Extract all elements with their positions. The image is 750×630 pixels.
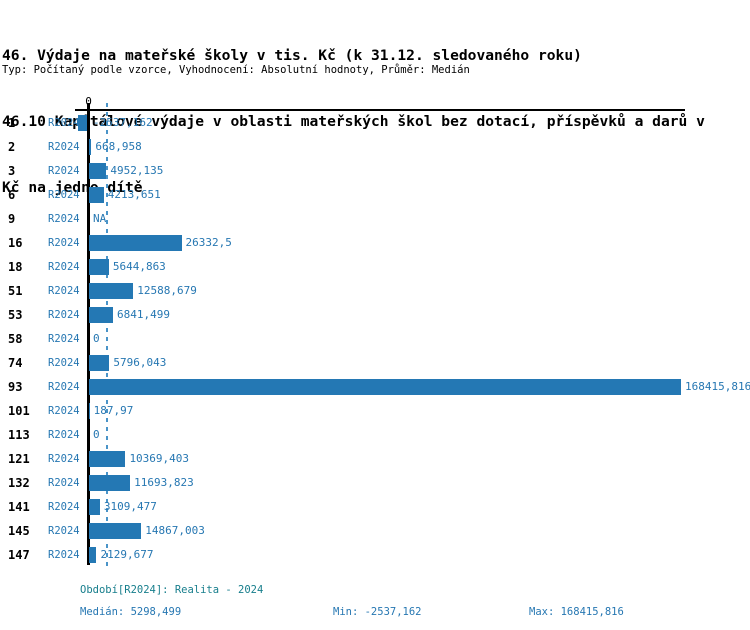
row-period-label: R2024 <box>48 405 80 417</box>
median-reference-line <box>105 103 108 571</box>
row-period-label: R2024 <box>48 189 80 201</box>
row-period-label: R2024 <box>48 213 80 225</box>
value-bar <box>89 403 90 419</box>
row-category-label: 6 <box>8 188 16 202</box>
row-period-label: R2024 <box>48 237 80 249</box>
row-category-label: 101 <box>8 404 30 418</box>
row-category-label: 3 <box>8 164 16 178</box>
value-label: 4952,135 <box>110 164 164 177</box>
row-period-label: R2024 <box>48 501 80 513</box>
value-label: 3109,477 <box>103 500 157 513</box>
row-period-label: R2024 <box>48 141 80 153</box>
row-category-label: 51 <box>8 284 23 298</box>
page-title-line-1: 46. Výdaje na mateřské školy v tis. Kč (… <box>2 47 582 64</box>
value-label: 12588,679 <box>137 284 197 297</box>
value-bar <box>89 547 97 563</box>
row-period-label: R2024 <box>48 381 80 393</box>
row-category-label: 132 <box>8 476 30 490</box>
row-category-label: 141 <box>8 500 30 514</box>
value-label: 10369,403 <box>129 452 190 465</box>
row-period-label: R2024 <box>48 165 80 177</box>
row-category-label: 93 <box>8 380 23 394</box>
row-period-label: R2024 <box>48 333 80 345</box>
footer-min: Min: -2537,162 <box>333 606 422 618</box>
row-category-label: 18 <box>8 260 23 274</box>
value-label: NA <box>93 212 107 225</box>
row-period-label: R2024 <box>48 453 80 465</box>
value-bar <box>89 139 92 155</box>
zero-axis-line <box>86 103 90 565</box>
row-period-label: R2024 <box>48 525 80 537</box>
value-bar <box>89 451 126 467</box>
value-label: 2129,677 <box>100 548 154 561</box>
value-bar <box>89 283 134 299</box>
value-bar <box>78 115 87 131</box>
value-bar <box>89 523 142 539</box>
value-label: 187,97 <box>93 404 134 417</box>
value-label: 668,958 <box>95 140 142 153</box>
axis-zero-tick-label: 0 <box>85 95 92 108</box>
value-bar <box>89 235 182 251</box>
row-category-label: 74 <box>8 356 23 370</box>
value-label: 6841,499 <box>117 308 171 321</box>
value-label: 168415,816 <box>685 380 750 393</box>
value-bar <box>89 475 131 491</box>
value-bar <box>89 163 107 179</box>
value-label: 26332,5 <box>185 236 232 249</box>
value-label: 4213,651 <box>107 188 161 201</box>
row-period-label: R2024 <box>48 549 80 561</box>
value-label: 5796,043 <box>113 356 167 369</box>
value-bar <box>89 187 104 203</box>
value-label: 14867,003 <box>145 524 205 537</box>
row-period-label: R2024 <box>48 429 80 441</box>
row-category-label: 121 <box>8 452 30 466</box>
row-category-label: 16 <box>8 236 23 250</box>
value-bar <box>89 499 100 515</box>
value-label: 0 <box>93 332 100 345</box>
row-category-label: 2 <box>8 140 16 154</box>
page-title: 46. Výdaje na mateřské školy v tis. Kč (… <box>2 1 705 243</box>
value-bar <box>89 355 110 371</box>
row-category-label: 1 <box>8 116 16 130</box>
row-category-label: 147 <box>8 548 30 562</box>
row-period-label: R2024 <box>48 261 80 273</box>
row-period-label: R2024 <box>48 285 80 297</box>
footer-median: Medián: 5298,499 <box>80 606 182 618</box>
row-category-label: 53 <box>8 308 23 322</box>
row-category-label: 9 <box>8 212 16 226</box>
row-category-label: 145 <box>8 524 30 538</box>
footer-period: Období[R2024]: Realita - 2024 <box>80 584 264 596</box>
value-label: 0 <box>93 428 100 441</box>
value-bar <box>89 379 681 395</box>
row-period-label: R2024 <box>48 117 80 129</box>
chart-subtitle: Typ: Počítaný podle vzorce, Vyhodnocení:… <box>2 64 470 76</box>
value-label: 5644,863 <box>112 260 166 273</box>
footer-max: Max: 168415,816 <box>529 606 624 618</box>
row-period-label: R2024 <box>48 309 80 321</box>
top-axis-line <box>75 109 685 111</box>
row-period-label: R2024 <box>48 477 80 489</box>
page-title-line-2: 46.10 Kapitálové výdaje v oblasti mateřs… <box>2 113 705 130</box>
value-label: -2537,162 <box>93 116 153 129</box>
value-bar <box>89 259 109 275</box>
row-category-label: 58 <box>8 332 23 346</box>
value-label: 11693,823 <box>134 476 194 489</box>
value-bar <box>89 307 114 323</box>
row-period-label: R2024 <box>48 357 80 369</box>
row-category-label: 113 <box>8 428 30 442</box>
